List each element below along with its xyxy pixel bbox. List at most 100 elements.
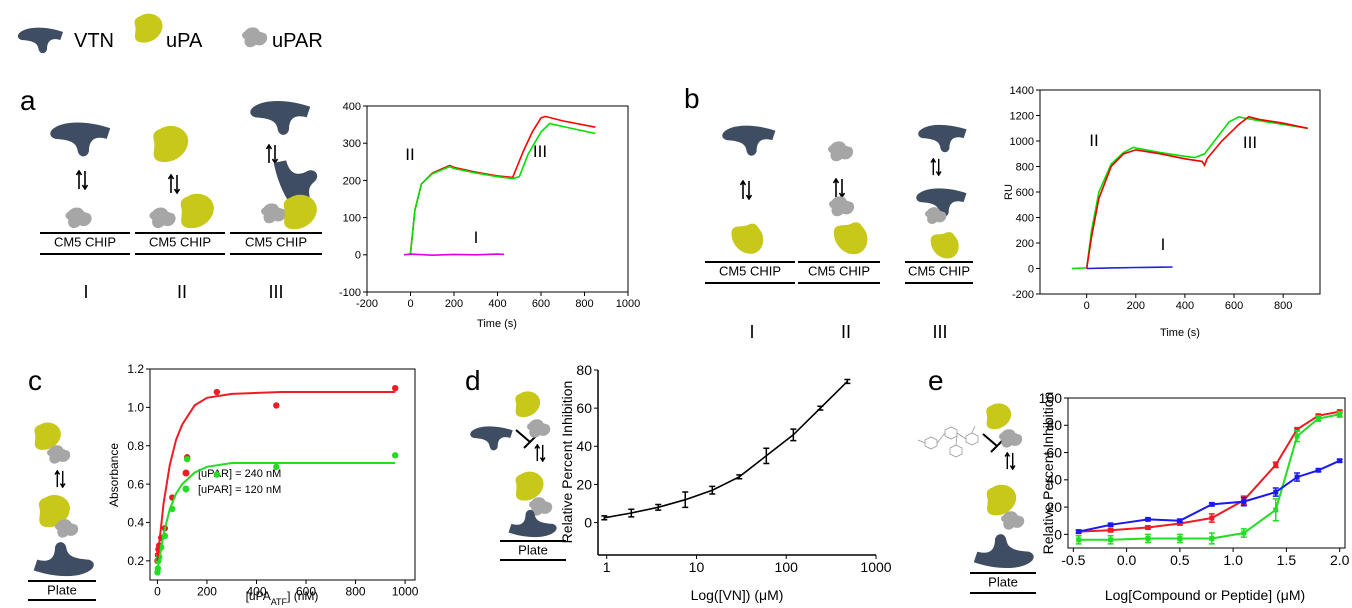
inhibit-mark [982,433,1004,453]
numeral: III [932,322,947,342]
series-line [1085,115,1308,269]
x-axis-label: Time (s) [477,318,517,330]
series-line [1078,459,1341,533]
data-point [1241,530,1247,536]
exchange-arrows [266,144,278,164]
y-tick-label: 1.2 [127,362,144,376]
data-point [1273,507,1279,513]
upar-icon [65,207,92,229]
series-line [1078,413,1340,541]
legend-label: uPA [166,30,203,52]
series-line [1071,115,1308,270]
x-label-sub: ATF [271,597,288,607]
legend-label: [uPAR] = 240 nM [198,468,281,480]
data-point [1076,529,1082,535]
data-point [1108,537,1114,543]
x-tick-label: 1000 [616,298,640,310]
plot-frame [1067,397,1346,549]
y-tick-label: 400 [1016,212,1034,224]
chip-label: CM5 CHIP [908,263,970,278]
data-point [1177,518,1183,524]
chip-label: CM5 CHIP [245,234,307,249]
y-tick-label: 40 [576,438,592,454]
data-point [1315,415,1321,421]
legend-label: VTN [74,30,114,52]
data-point [183,455,191,463]
series-line [1078,410,1340,533]
y-tick-label: 0 [1054,526,1062,542]
y-tick-label: 1400 [1010,85,1034,97]
series-line [403,253,505,257]
exchange-arrows [168,174,180,194]
y-axis-label: RU [1003,184,1015,200]
annotation: I [1161,235,1166,254]
upar-icon [828,141,854,162]
data-point [1273,462,1279,468]
plot-frame [149,368,416,581]
upar-icon [47,445,71,464]
data-point [1145,535,1151,541]
y-tick-label: 100 [343,212,361,224]
series-line [156,462,396,571]
y-axis-label: Relative Percent Inhibition [559,381,575,544]
data-point [1177,535,1183,541]
y-tick-label: 1200 [1010,110,1034,122]
panel-letter: b [684,83,700,114]
x-tick-label: 800 [1274,300,1292,312]
data-point [1273,489,1279,495]
panel-letter: e [928,365,944,396]
y-tick-label: 60 [576,400,592,416]
upar-icon [242,27,268,48]
upa-icon [134,13,163,43]
upar-icon [149,207,176,229]
exchange-arrows [833,178,845,198]
y-tick-label: 0.8 [127,439,144,453]
x-tick-label: -200 [356,298,378,310]
data-point [1209,501,1215,507]
y-tick-label: 0 [1028,263,1034,275]
plate-label: Plate [47,582,77,597]
legend-label: uPAR [272,30,323,52]
x-tick-label: 1000 [392,585,419,599]
y-tick-label: 40 [1046,472,1062,488]
exchange-arrows [1004,452,1016,470]
x-tick-label: 0 [1084,300,1090,312]
upa-icon [832,220,870,258]
y-tick-label: 80 [1046,417,1062,433]
annotation: III [533,142,547,161]
numeral: II [177,282,187,302]
x-tick-label: 400 [1176,300,1194,312]
y-tick-label: 0 [584,514,592,530]
x-axis-label: Time (s) [1160,327,1200,339]
upar-icon [1001,511,1025,530]
data-point [391,452,399,459]
series-line [409,115,596,253]
x-tick-label: 400 [246,585,266,599]
y-axis-label: Relative Percent Inhibition [1040,392,1056,555]
vtn-icon [508,509,557,538]
annotation: I [474,228,479,247]
y-tick-label: 400 [343,101,361,113]
y-tick-label: 200 [343,175,361,187]
vtn-icon [470,426,513,451]
upar-icon [999,429,1023,448]
vtn-icon [722,125,776,156]
x-tick-label: 0.5 [1170,552,1190,568]
data-point [1315,467,1321,473]
compound-icon [917,425,979,458]
x-tick-label: -0.5 [1061,552,1085,568]
exchange-arrows [76,170,88,190]
y-tick-label: 1000 [1010,136,1034,148]
y-tick-label: 0 [355,250,361,262]
x-axis-label: Log[Compound or Peptide] (μM) [1105,587,1305,603]
data-point [1108,527,1114,533]
y-tick-label: 80 [576,362,592,378]
x-tick-label: 200 [197,585,217,599]
series-line [604,380,848,519]
chip-label: CM5 CHIP [149,234,211,249]
x-tick-label: 1 [603,559,611,575]
data-point [213,471,221,478]
error-bar [601,515,608,521]
y-tick-label: 1.0 [127,401,144,415]
x-tick-label: 200 [1127,300,1145,312]
